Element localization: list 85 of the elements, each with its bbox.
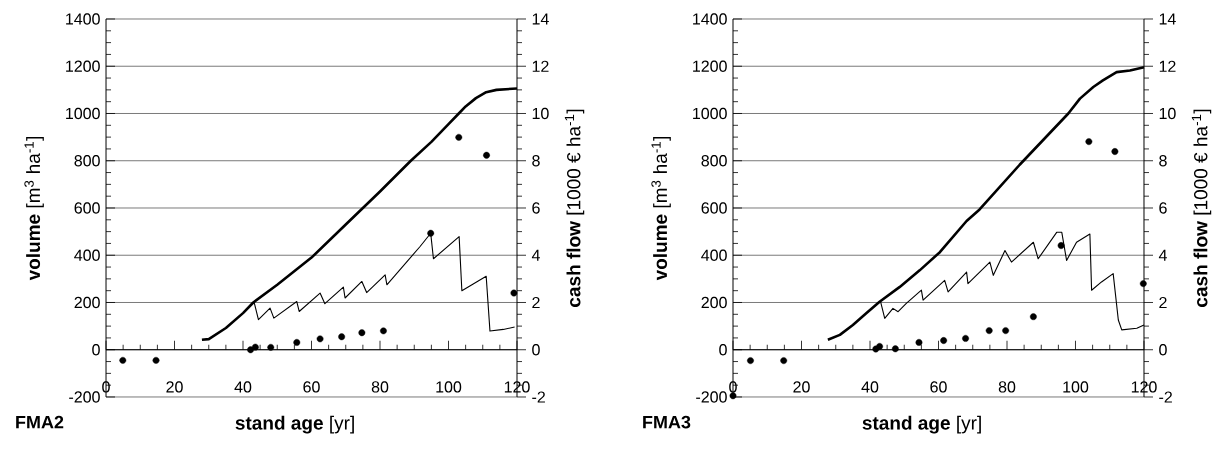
point xyxy=(380,327,387,335)
y-tick-label: -200 xyxy=(696,391,727,403)
point xyxy=(510,289,518,297)
y2-tick-label: 8 xyxy=(1159,155,1167,167)
y-tick-label: 400 xyxy=(701,249,727,261)
point xyxy=(940,337,948,344)
y-tick-label: 600 xyxy=(74,202,100,214)
x-tick-label: 60 xyxy=(303,381,320,393)
point xyxy=(251,343,259,351)
y2-tick-label: 4 xyxy=(1158,249,1167,261)
y-tick-label: 0 xyxy=(92,344,100,356)
x-axis-title: stand age [yr] xyxy=(235,415,354,434)
y2-tick-label: 4 xyxy=(531,249,540,261)
x-tick-label: 80 xyxy=(998,381,1016,393)
point xyxy=(119,356,127,364)
text: FMA3 xyxy=(643,415,691,429)
x-tick-label: 60 xyxy=(930,381,947,393)
x-tick-label: 100 xyxy=(436,381,462,393)
y2-tick-label: -2 xyxy=(1159,391,1172,403)
point xyxy=(876,343,883,350)
y-tick-label: 800 xyxy=(701,155,727,167)
point xyxy=(293,339,301,346)
point xyxy=(915,339,923,346)
y-tick-label: 1400 xyxy=(693,13,727,25)
y2-tick-label: 2 xyxy=(532,296,540,309)
point xyxy=(338,333,346,341)
y-tick-label: 200 xyxy=(74,296,100,309)
point xyxy=(455,133,463,141)
point xyxy=(483,151,490,159)
y-tick-label: 200 xyxy=(701,296,727,309)
y-axis-title: volume [m$^{3}$ ha$^{-1}$] xyxy=(24,136,44,281)
point xyxy=(427,229,435,237)
point xyxy=(985,327,993,334)
x-tick-label: 100 xyxy=(1063,381,1089,393)
y-tick-label: 1000 xyxy=(66,107,100,120)
point xyxy=(962,335,969,342)
point xyxy=(891,345,899,353)
y2-tick-label: 10 xyxy=(1159,107,1176,120)
point xyxy=(1139,280,1147,287)
y2-tick-label: 12 xyxy=(1159,60,1176,72)
y2-axis-title: cash flow [1000 € ha$^{-1}$] xyxy=(564,109,585,307)
point xyxy=(1002,327,1010,334)
y-axis-title: volume [m$^{3}$ ha$^{-1}$] xyxy=(651,136,671,281)
x-tick-label: 0 xyxy=(729,381,737,393)
y-tick-label: 400 xyxy=(74,249,100,261)
x-tick-label: 0 xyxy=(102,381,110,393)
y-tick-label: 1200 xyxy=(66,60,100,72)
point xyxy=(1085,138,1093,146)
x-tick-label: 40 xyxy=(861,381,879,393)
x-axis-title: stand age [yr] xyxy=(862,415,981,434)
y-tick-label: -200 xyxy=(69,391,100,403)
point xyxy=(358,329,366,337)
point xyxy=(747,357,754,365)
point xyxy=(316,335,324,343)
y-tick-label: 1200 xyxy=(693,60,727,72)
point xyxy=(1057,242,1065,249)
x-tick-label: 20 xyxy=(793,381,810,393)
y-tick-label: 600 xyxy=(701,202,727,214)
point xyxy=(152,356,160,364)
y-tick-label: 800 xyxy=(74,155,100,167)
y2-tick-label: 0 xyxy=(532,344,540,356)
y-tick-label: 1400 xyxy=(66,13,100,25)
y2-tick-label: 14 xyxy=(1159,13,1176,25)
y-tick-label: 1000 xyxy=(693,107,727,120)
y2-tick-label: 6 xyxy=(1159,202,1167,214)
y2-tick-label: 14 xyxy=(532,13,549,25)
y2-tick-label: 0 xyxy=(1159,344,1167,356)
point xyxy=(1111,148,1119,155)
x-tick-label: 40 xyxy=(234,381,252,393)
x-tick-label: 120 xyxy=(1131,381,1157,393)
y2-tick-label: 6 xyxy=(532,202,540,214)
y2-tick-label: 2 xyxy=(1159,296,1167,309)
point xyxy=(780,357,788,365)
point xyxy=(267,343,275,351)
y2-tick-label: 10 xyxy=(532,107,549,120)
y2-tick-label: -2 xyxy=(532,391,545,403)
y-tick-label: 0 xyxy=(719,344,727,356)
text: FMA2 xyxy=(16,415,64,429)
y2-tick-label: 12 xyxy=(532,60,549,72)
x-tick-label: 120 xyxy=(504,381,530,393)
x-tick-label: 80 xyxy=(371,381,389,393)
x-tick-label: 20 xyxy=(166,381,183,393)
y2-tick-label: 8 xyxy=(532,155,540,167)
point xyxy=(1029,313,1037,321)
y2-axis-title: cash flow [1000 € ha$^{-1}$] xyxy=(1191,109,1212,307)
